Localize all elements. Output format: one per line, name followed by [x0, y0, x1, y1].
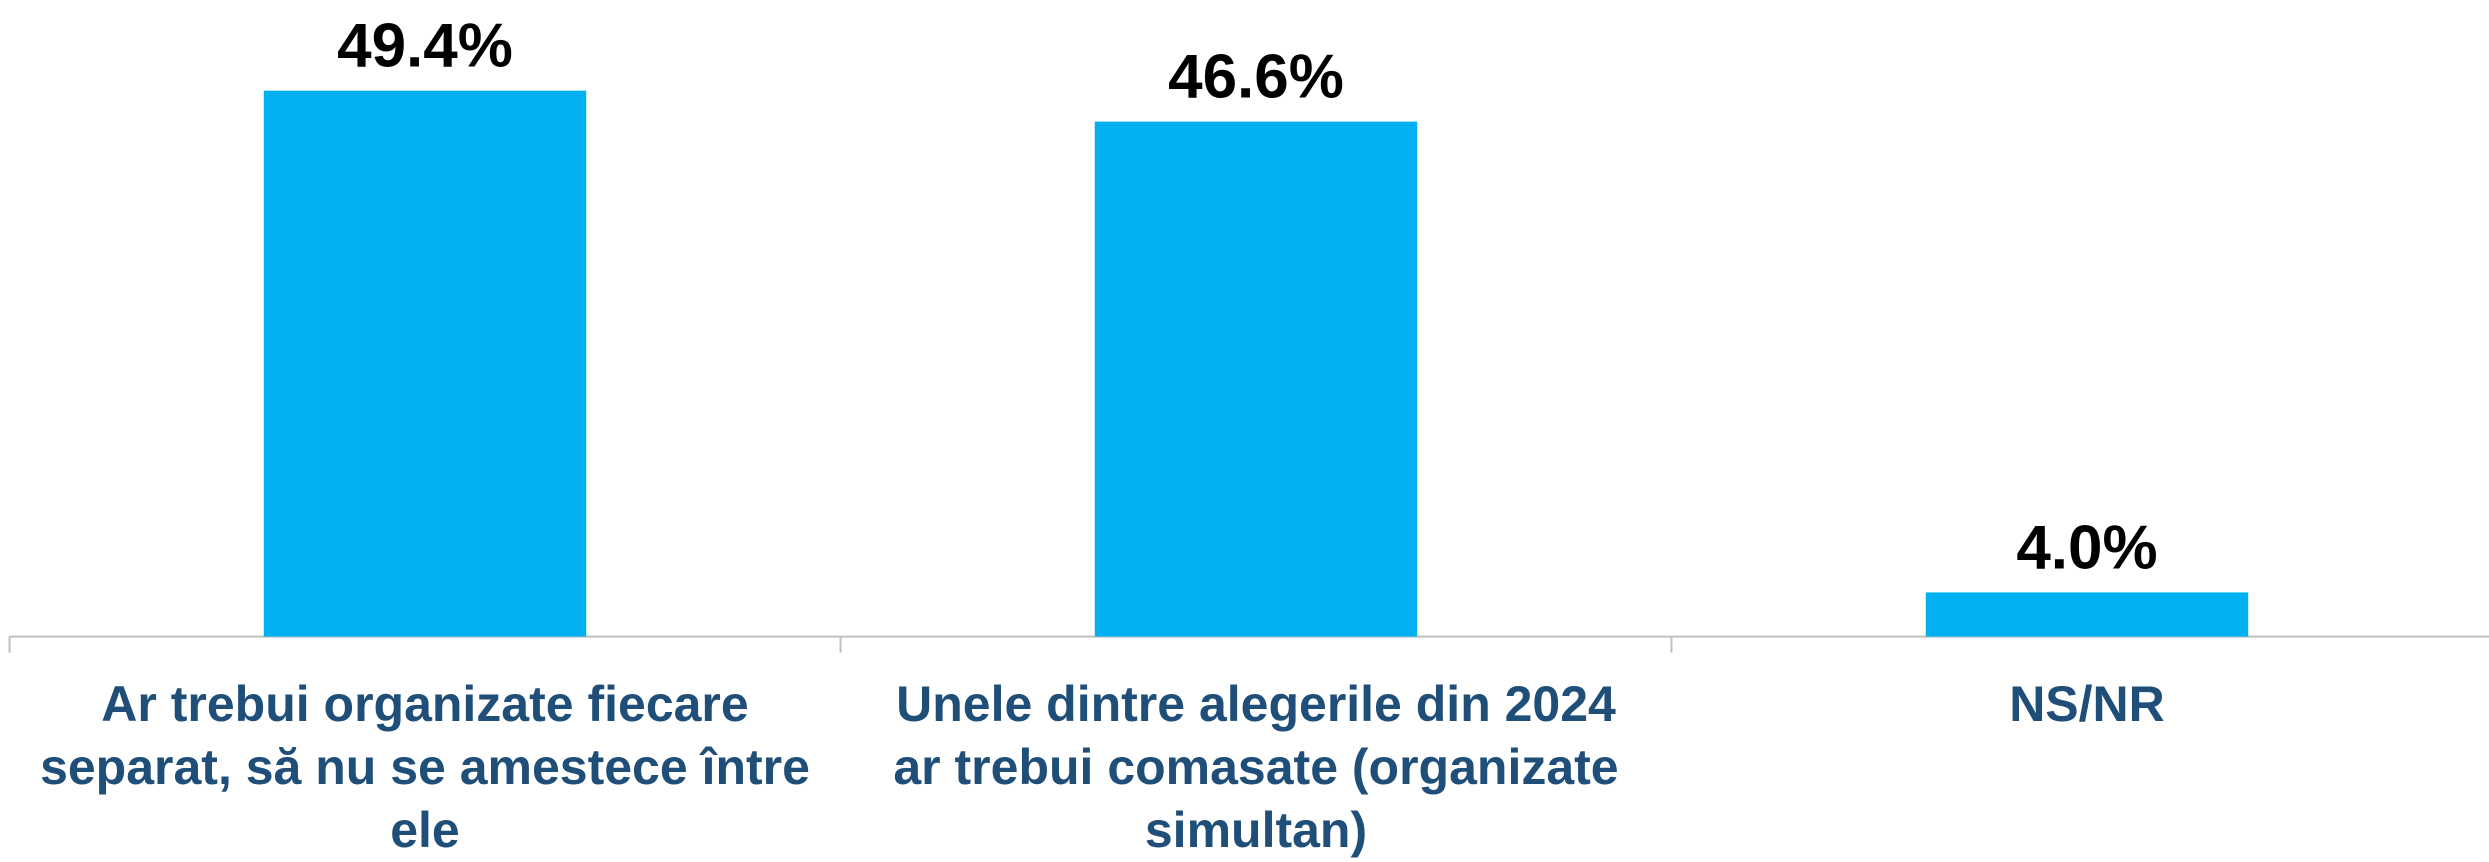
value-label: 4.0%: [2016, 513, 2157, 582]
value-label: 49.4%: [337, 12, 513, 81]
x-tick-label: NS/NR: [2009, 675, 2165, 732]
bar: [1094, 121, 1418, 637]
bar: [263, 90, 587, 637]
value-label: 46.6%: [1168, 43, 1344, 112]
bar: [1925, 592, 2249, 637]
x-tick-label: Ar trebui organizate fiecare separat, să…: [40, 675, 810, 858]
x-tick-label: Unele dintre alegerile din 2024 ar trebu…: [893, 675, 1619, 858]
